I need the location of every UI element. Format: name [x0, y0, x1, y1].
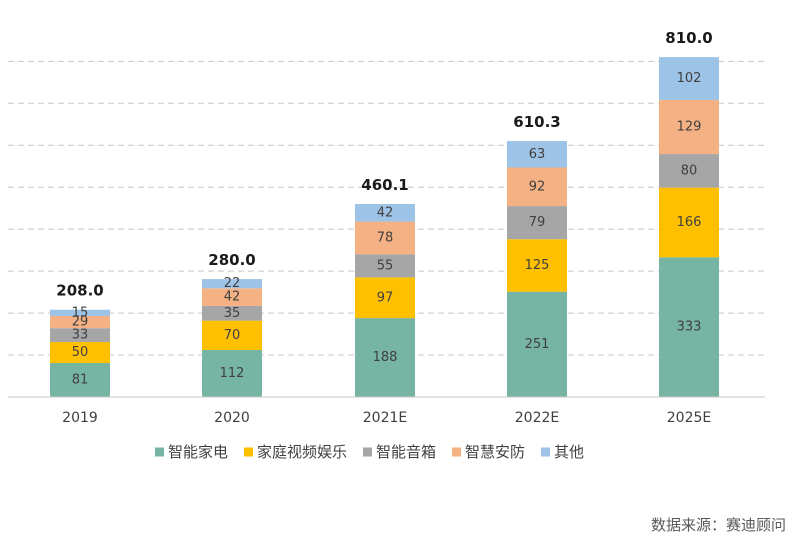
bar-segment	[659, 154, 719, 188]
bars: 8150332915208.011270354222280.0188975578…	[50, 29, 719, 397]
bar-segment	[507, 239, 567, 292]
data-label: 42	[377, 205, 394, 220]
bar-segment	[202, 288, 262, 306]
legend-label: 智能家电	[168, 443, 228, 461]
bar-segment	[659, 99, 719, 155]
source-note: 数据来源：赛迪顾问	[650, 516, 786, 534]
data-label: 80	[681, 163, 698, 178]
total-label: 610.3	[513, 113, 560, 131]
bar-segment	[50, 309, 110, 317]
bar-segment	[355, 254, 415, 278]
bar-segment	[50, 363, 110, 397]
total-label: 460.1	[361, 176, 408, 194]
data-label: 55	[377, 258, 394, 273]
total-label: 208.0	[56, 282, 103, 300]
bar-segment	[507, 141, 567, 168]
data-label: 92	[529, 179, 546, 194]
bar-segment	[507, 167, 567, 207]
data-label: 97	[377, 290, 394, 305]
legend-swatch	[363, 447, 372, 457]
x-tick-label: 2021E	[363, 410, 407, 426]
bar-segment	[50, 328, 110, 343]
data-label: 15	[72, 305, 89, 320]
data-label: 42	[224, 290, 241, 305]
data-label: 251	[525, 337, 550, 352]
bar-segment	[202, 350, 262, 397]
data-label: 125	[525, 258, 550, 273]
data-label: 333	[677, 320, 702, 335]
bar-segment	[355, 277, 415, 319]
grid-lines	[8, 60, 765, 356]
legend-label: 家庭视频娱乐	[257, 443, 347, 461]
data-label: 166	[677, 215, 702, 230]
data-label: 102	[677, 71, 702, 86]
bar-segment	[355, 318, 415, 397]
data-label: 50	[72, 345, 89, 360]
data-label: 70	[224, 328, 241, 343]
data-label: 79	[529, 215, 546, 230]
bar-segment	[659, 187, 719, 258]
x-tick-label: 2025E	[667, 410, 711, 426]
data-label: 63	[529, 147, 546, 162]
bar-segment	[50, 316, 110, 329]
data-label: 81	[72, 373, 89, 388]
bar-segment	[659, 57, 719, 100]
bar-segment	[202, 279, 262, 289]
legend-label: 智慧安防	[465, 443, 525, 461]
bar-segment	[507, 291, 567, 397]
x-tick-label: 2020	[214, 410, 250, 426]
bar-segment	[202, 320, 262, 351]
bar-segment	[50, 342, 110, 364]
bar-segment	[202, 305, 262, 321]
total-label: 810.0	[665, 29, 712, 47]
legend-label: 其他	[554, 443, 584, 461]
data-label: 35	[224, 306, 241, 321]
bar-group-2022E: 251 125 79 92 63 610.3	[507, 113, 567, 397]
data-label: 29	[72, 315, 89, 330]
x-tick-label: 2022E	[515, 410, 559, 426]
bar-segment	[355, 203, 415, 222]
legend-swatch	[244, 447, 253, 457]
legend: 智能家电 家庭视频娱乐 智能音箱 智慧安防 其他	[155, 443, 584, 461]
bar-group-2025E: 333 166 80 129 102 810.0	[659, 29, 719, 397]
bar-segment	[507, 206, 567, 240]
data-label: 112	[220, 366, 245, 381]
data-label: 129	[677, 119, 702, 134]
x-tick-label: 2019	[62, 410, 98, 426]
bar-segment	[355, 221, 415, 255]
legend-swatch	[541, 447, 550, 457]
legend-swatch	[155, 447, 164, 457]
x-axis: 2019 2020 2021E 2022E 2025E	[8, 396, 765, 426]
bar-segment	[659, 257, 719, 397]
bar-group-2021E: 188 97 55 78 42 460.1	[355, 176, 415, 397]
legend-label: 智能音箱	[376, 443, 436, 461]
legend-swatch	[452, 447, 461, 457]
data-label: 22	[224, 276, 241, 291]
data-label: 33	[72, 328, 89, 343]
total-label: 280.0	[208, 251, 255, 269]
data-label: 78	[377, 230, 394, 245]
data-label: 188	[373, 350, 398, 365]
